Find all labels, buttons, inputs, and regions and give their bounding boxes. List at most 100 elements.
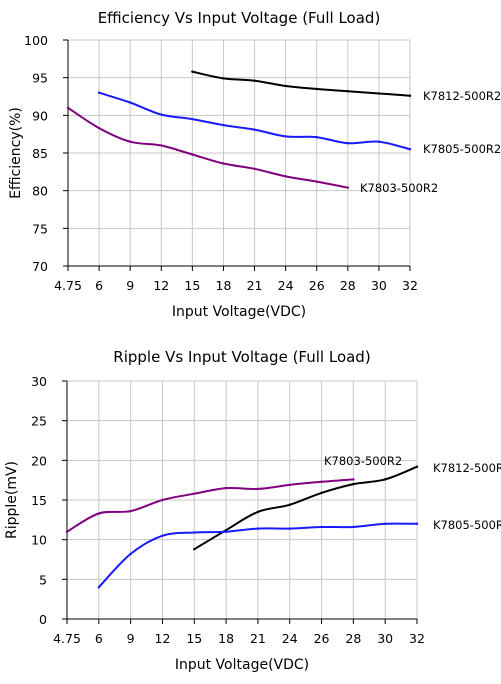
y-tick-label: 30 <box>31 374 47 389</box>
x-tick-label: 18 <box>218 631 234 646</box>
y-tick-label: 80 <box>32 184 48 199</box>
x-tick-label: 28 <box>345 631 361 646</box>
data-point-k7803-500r2 <box>65 530 69 533</box>
series-label-k7805-500r2: K7805-500R2 <box>433 518 501 532</box>
x-tick-label: 9 <box>127 631 135 646</box>
data-point-k7805-500r2 <box>193 531 196 534</box>
x-tick-label: 32 <box>402 278 418 293</box>
y-tick-label: 70 <box>32 259 48 274</box>
series-line-k7803-500r2 <box>67 106 349 189</box>
data-point-k7812-500r2 <box>253 79 256 82</box>
x-tick-label: 15 <box>184 278 200 293</box>
data-point-k7812-500r2 <box>346 90 350 93</box>
data-point-k7805-500r2 <box>224 530 228 533</box>
data-point-k7805-500r2 <box>161 534 164 537</box>
data-point-k7803-500r2 <box>288 483 291 487</box>
x-tick-label: 26 <box>314 631 330 646</box>
data-point-k7803-500r2 <box>224 486 228 490</box>
y-axis-label: Efficiency(%) <box>8 107 24 199</box>
chart-title: Efficiency Vs Input Voltage (Full Load) <box>98 9 381 27</box>
x-tick-label: 12 <box>153 278 169 293</box>
data-point-k7812-500r2 <box>222 77 225 80</box>
data-point-k7803-500r2 <box>97 126 101 130</box>
series-line-k7812-500r2 <box>191 70 411 97</box>
data-point-k7803-500r2 <box>346 186 350 189</box>
y-tick-label: 10 <box>31 533 47 548</box>
data-point-k7805-500r2 <box>288 527 291 530</box>
y-tick-label: 20 <box>31 453 47 468</box>
data-point-k7805-500r2 <box>320 525 323 529</box>
data-point-k7805-500r2 <box>160 113 163 116</box>
series-line-k7803-500r2 <box>66 478 355 533</box>
data-point-k7812-500r2 <box>352 482 355 486</box>
data-point-k7812-500r2 <box>415 465 419 468</box>
data-point-k7812-500r2 <box>408 94 412 97</box>
series-label-k7812-500r2: K7812-500R2 <box>423 89 501 103</box>
data-point-k7803-500r2 <box>66 106 70 110</box>
data-point-k7803-500r2 <box>284 175 287 178</box>
x-tick-label: 21 <box>247 278 263 293</box>
data-point-k7812-500r2 <box>193 547 196 551</box>
x-tick-label: 12 <box>155 631 171 646</box>
data-point-k7812-500r2 <box>315 87 318 91</box>
data-point-k7805-500r2 <box>222 123 225 127</box>
x-tick-label: 6 <box>95 278 103 293</box>
y-tick-label: 95 <box>32 71 48 86</box>
x-tick-label: 28 <box>340 278 356 293</box>
data-point-k7803-500r2 <box>161 498 164 502</box>
x-tick-label: 26 <box>309 278 325 293</box>
data-point-k7803-500r2 <box>129 509 132 513</box>
data-point-k7805-500r2 <box>383 522 387 525</box>
series-k7805-500r2: K7805-500R2 <box>97 518 501 589</box>
data-point-k7805-500r2 <box>284 135 287 138</box>
data-point-k7803-500r2 <box>97 512 101 515</box>
x-tick-label: 6 <box>95 631 103 646</box>
x-tick-label: 9 <box>126 278 134 293</box>
y-tick-label: 0 <box>39 612 47 627</box>
y-tick-label: 25 <box>31 414 47 429</box>
data-point-k7805-500r2 <box>97 91 101 94</box>
data-point-k7805-500r2 <box>346 142 350 145</box>
x-tick-label: 21 <box>250 631 266 646</box>
series-k7812-500r2: K7812-500R2 <box>193 461 501 551</box>
series-k7803-500r2: K7803-500R2 <box>65 454 402 533</box>
data-point-k7812-500r2 <box>288 503 291 506</box>
x-tick-label: 4.75 <box>54 278 82 293</box>
series-label-k7805-500r2: K7805-500R2 <box>423 142 501 156</box>
data-point-k7805-500r2 <box>352 525 355 529</box>
data-point-k7803-500r2 <box>191 153 194 156</box>
y-tick-label: 75 <box>32 221 48 236</box>
chart-title: Ripple Vs Input Voltage (Full Load) <box>113 348 370 366</box>
x-tick-label: 32 <box>409 631 425 646</box>
data-point-k7805-500r2 <box>408 148 412 151</box>
data-point-k7805-500r2 <box>377 140 381 143</box>
data-point-k7803-500r2 <box>315 180 318 183</box>
x-tick-label: 30 <box>371 278 387 293</box>
series-k7805-500r2: K7805-500R2 <box>97 91 501 156</box>
x-tick-label: 24 <box>278 278 294 293</box>
data-point-k7805-500r2 <box>315 135 318 139</box>
data-point-k7803-500r2 <box>352 478 355 481</box>
data-point-k7803-500r2 <box>256 487 260 491</box>
series-k7812-500r2: K7812-500R2 <box>191 70 501 103</box>
series-k7803-500r2: K7803-500R2 <box>66 106 438 195</box>
data-point-k7812-500r2 <box>320 491 323 495</box>
x-tick-label: 15 <box>186 631 202 646</box>
y-axis-label: Ripple(mV) <box>4 461 20 539</box>
data-point-k7805-500r2 <box>256 527 260 530</box>
series-label-k7803-500r2: K7803-500R2 <box>324 454 402 468</box>
data-point-k7805-500r2 <box>191 117 194 121</box>
series-line-k7812-500r2 <box>193 465 418 551</box>
data-point-k7805-500r2 <box>415 522 419 525</box>
y-tick-label: 100 <box>24 33 48 48</box>
y-tick-label: 5 <box>39 572 47 587</box>
chart-1: 70 75 80 85 90 95 100 4.75 6 9 12 15 18 21 24 26 28 30 32 E… <box>8 9 501 320</box>
data-point-k7812-500r2 <box>383 478 387 481</box>
x-tick-label: 18 <box>216 278 232 293</box>
x-tick-label: 30 <box>377 631 393 646</box>
data-point-k7812-500r2 <box>191 70 194 73</box>
data-point-k7812-500r2 <box>256 510 260 514</box>
data-point-k7805-500r2 <box>97 586 101 589</box>
data-point-k7803-500r2 <box>253 167 256 171</box>
